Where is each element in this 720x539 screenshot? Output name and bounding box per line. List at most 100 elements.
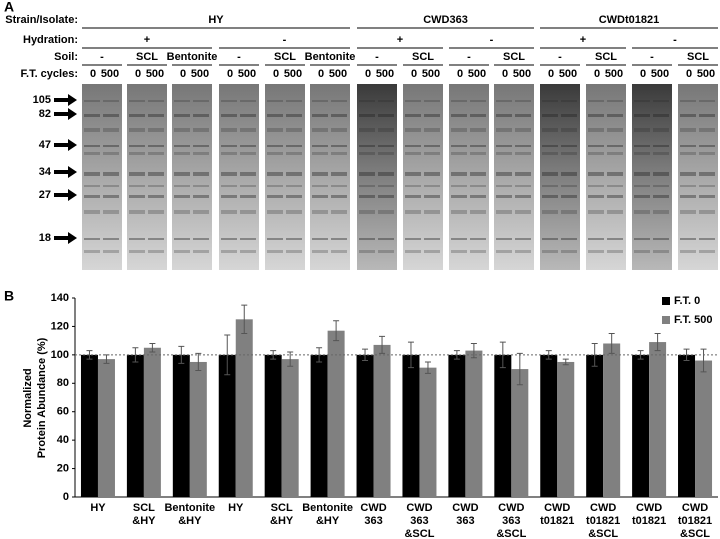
gel-band xyxy=(129,152,145,155)
gel-band xyxy=(451,152,467,155)
gel-band xyxy=(588,195,604,198)
gel-band xyxy=(331,210,347,214)
gel-band xyxy=(148,250,164,253)
gel-band xyxy=(634,114,650,117)
gel-band xyxy=(542,185,558,187)
bar xyxy=(310,354,328,497)
gel-band xyxy=(561,250,577,253)
gel-group xyxy=(265,84,305,270)
gel-band xyxy=(221,210,237,214)
bar xyxy=(557,361,575,497)
gel-band xyxy=(653,172,669,176)
x-tick-label: CWD xyxy=(406,502,432,514)
gel-band xyxy=(331,195,347,198)
gel-band xyxy=(542,145,558,147)
gel-band xyxy=(331,238,347,240)
strain-label: HY xyxy=(208,14,224,26)
gel-band xyxy=(470,210,486,214)
gel-band xyxy=(699,145,715,147)
gel-band xyxy=(634,152,650,155)
gel-band xyxy=(515,195,531,198)
gel-band xyxy=(634,128,650,132)
gel-band xyxy=(680,250,696,253)
gel-band xyxy=(359,172,375,176)
gel-band xyxy=(653,100,669,102)
bar xyxy=(586,354,604,497)
ft-label: 0 xyxy=(318,68,324,80)
gel-band xyxy=(103,145,119,147)
error-bar xyxy=(654,333,661,352)
gel-group xyxy=(82,84,122,270)
gel-band xyxy=(103,114,119,117)
row-label: F.T. cycles: xyxy=(21,68,78,80)
bar xyxy=(695,360,713,497)
gel-band xyxy=(267,100,283,102)
gel-band xyxy=(699,210,715,214)
gel-band xyxy=(312,185,328,187)
gel-band xyxy=(424,128,440,132)
gel-band xyxy=(496,195,512,198)
gel-band xyxy=(496,172,512,176)
gel-band xyxy=(496,114,512,117)
gel-band xyxy=(359,128,375,132)
gel-band xyxy=(267,152,283,155)
error-bar xyxy=(379,335,386,354)
gel-band xyxy=(193,145,209,147)
gel-group xyxy=(127,84,167,270)
gel-band xyxy=(103,185,119,187)
gel-group xyxy=(219,84,259,270)
gel-band xyxy=(588,100,604,102)
gel-band xyxy=(221,195,237,198)
gel-band xyxy=(680,100,696,102)
gel-band xyxy=(680,210,696,214)
marker-arrow xyxy=(54,94,77,106)
gel-band xyxy=(699,172,715,176)
gel-band xyxy=(378,185,394,187)
x-tick-label: &SCL xyxy=(588,528,618,539)
gel-band xyxy=(607,145,623,147)
y-tick-label: 60 xyxy=(57,406,69,418)
bar xyxy=(448,354,466,497)
gel-band xyxy=(129,195,145,198)
x-tick-label: &HY xyxy=(132,515,156,527)
gel-band xyxy=(634,250,650,253)
gel-band xyxy=(653,128,669,132)
gel-band xyxy=(653,250,669,253)
legend-swatch xyxy=(662,316,670,324)
gel-band xyxy=(129,210,145,214)
marker-label: 105 xyxy=(33,94,51,106)
gel-band xyxy=(515,250,531,253)
gel-band xyxy=(653,185,669,187)
gel-band xyxy=(378,172,394,176)
ft-label: 0 xyxy=(411,68,417,80)
x-tick-label: CWD xyxy=(590,502,616,514)
gel-band xyxy=(221,152,237,155)
gel-band xyxy=(378,210,394,214)
gel-band xyxy=(378,250,394,253)
gel-band xyxy=(653,145,669,147)
gel-band xyxy=(561,145,577,147)
x-tick-label: SCL xyxy=(271,502,293,514)
gel-band xyxy=(607,238,623,240)
gel-band xyxy=(496,238,512,240)
ft-label: 500 xyxy=(605,68,623,80)
gel-band xyxy=(451,172,467,176)
gel-band xyxy=(267,145,283,147)
gel-group xyxy=(632,84,672,270)
gel-band xyxy=(634,238,650,240)
soil-label: SCL xyxy=(595,51,617,63)
gel-band xyxy=(699,238,715,240)
gel-band xyxy=(653,210,669,214)
gel-band xyxy=(84,238,100,240)
gel-band xyxy=(129,250,145,253)
gel-band xyxy=(129,238,145,240)
gel-band xyxy=(312,195,328,198)
gel-band xyxy=(470,128,486,132)
gel-band xyxy=(424,195,440,198)
ft-label: 500 xyxy=(238,68,256,80)
soil-label: - xyxy=(558,51,562,63)
gel-band xyxy=(542,128,558,132)
gel-band xyxy=(515,114,531,117)
error-bar xyxy=(149,342,156,353)
error-bar xyxy=(516,352,523,386)
